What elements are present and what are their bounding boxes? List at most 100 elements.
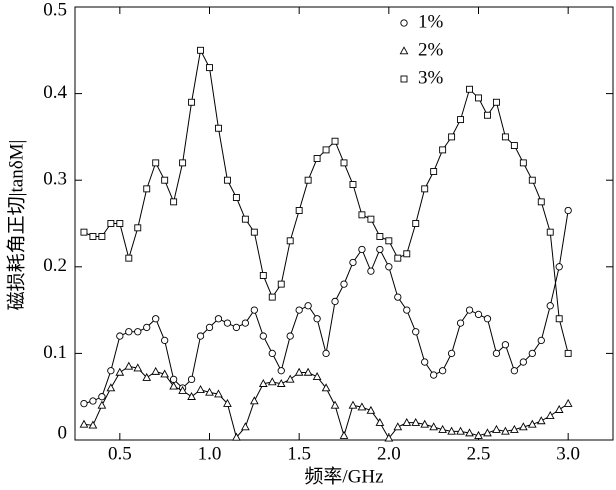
marker [545,411,555,420]
marker [259,332,267,340]
marker [322,349,330,358]
marker [276,378,286,387]
marker [438,367,447,375]
marker [98,393,106,401]
marker [474,310,483,319]
marker [510,367,519,375]
marker [420,419,430,428]
marker [259,272,267,279]
marker [466,85,473,93]
marker [250,228,258,236]
marker [322,146,330,154]
marker [124,361,134,370]
marker [115,367,125,376]
marker [241,319,250,327]
marker [519,159,527,167]
marker [214,315,223,323]
marker [563,398,573,407]
marker [501,133,509,141]
marker [196,332,205,340]
marker [484,111,491,119]
marker [555,263,563,271]
marker [384,433,394,442]
marker [312,372,322,381]
marker [80,399,88,408]
marker [349,181,357,188]
marker [421,185,429,193]
marker [187,375,196,384]
marker [205,387,214,396]
marker [358,211,366,219]
marker [295,306,303,314]
marker [447,349,456,358]
marker [241,215,249,223]
marker [375,417,385,426]
marker [340,280,348,288]
marker [501,341,510,349]
marker [133,363,143,372]
marker [179,159,187,167]
marker [98,233,106,240]
marker [501,426,510,435]
marker [357,402,367,411]
marker [285,374,295,383]
marker [438,424,447,433]
x-tick-label: 0.5 [108,443,132,464]
marker [142,372,152,381]
marker [294,367,304,376]
marker [197,46,204,54]
marker [555,315,563,323]
marker [510,424,519,433]
marker [348,400,358,409]
marker [457,116,465,124]
marker [80,228,88,236]
marker [331,297,339,306]
marker [249,396,259,405]
x-tick-label: 1.5 [287,443,311,464]
marker [339,430,349,439]
marker [465,428,474,437]
marker [510,142,518,150]
marker [400,19,408,27]
marker [304,176,312,184]
marker [161,336,169,345]
y-tick-label: 0.1 [43,342,67,363]
marker [79,419,89,428]
marker [295,207,303,214]
marker [528,349,536,358]
y-tick-label: 0.4 [43,82,67,103]
marker [214,389,223,398]
marker [286,237,294,245]
marker [88,420,98,429]
marker [313,155,321,163]
marker [376,245,384,254]
marker [267,377,277,386]
marker [399,46,409,55]
x-tick-label: 2.0 [377,443,401,464]
marker [250,306,258,314]
marker [528,176,536,184]
marker [196,385,205,394]
marker [125,328,133,336]
marker [430,168,438,175]
marker [143,185,151,193]
marker [376,233,384,240]
marker [393,422,403,431]
marker [394,293,402,301]
marker [304,302,312,310]
marker [394,254,402,262]
marker [268,293,276,301]
marker [385,237,393,245]
marker [223,176,231,184]
marker [447,426,456,435]
marker [385,263,393,271]
y-axis-label: 磁损耗角正切|tanδM| [5,140,27,311]
marker [564,206,572,215]
marker [483,315,492,323]
marker [205,323,214,332]
marker [474,430,483,439]
legend-label: 3% [418,67,444,88]
marker [537,336,545,345]
marker [107,220,115,227]
marker [519,358,527,366]
